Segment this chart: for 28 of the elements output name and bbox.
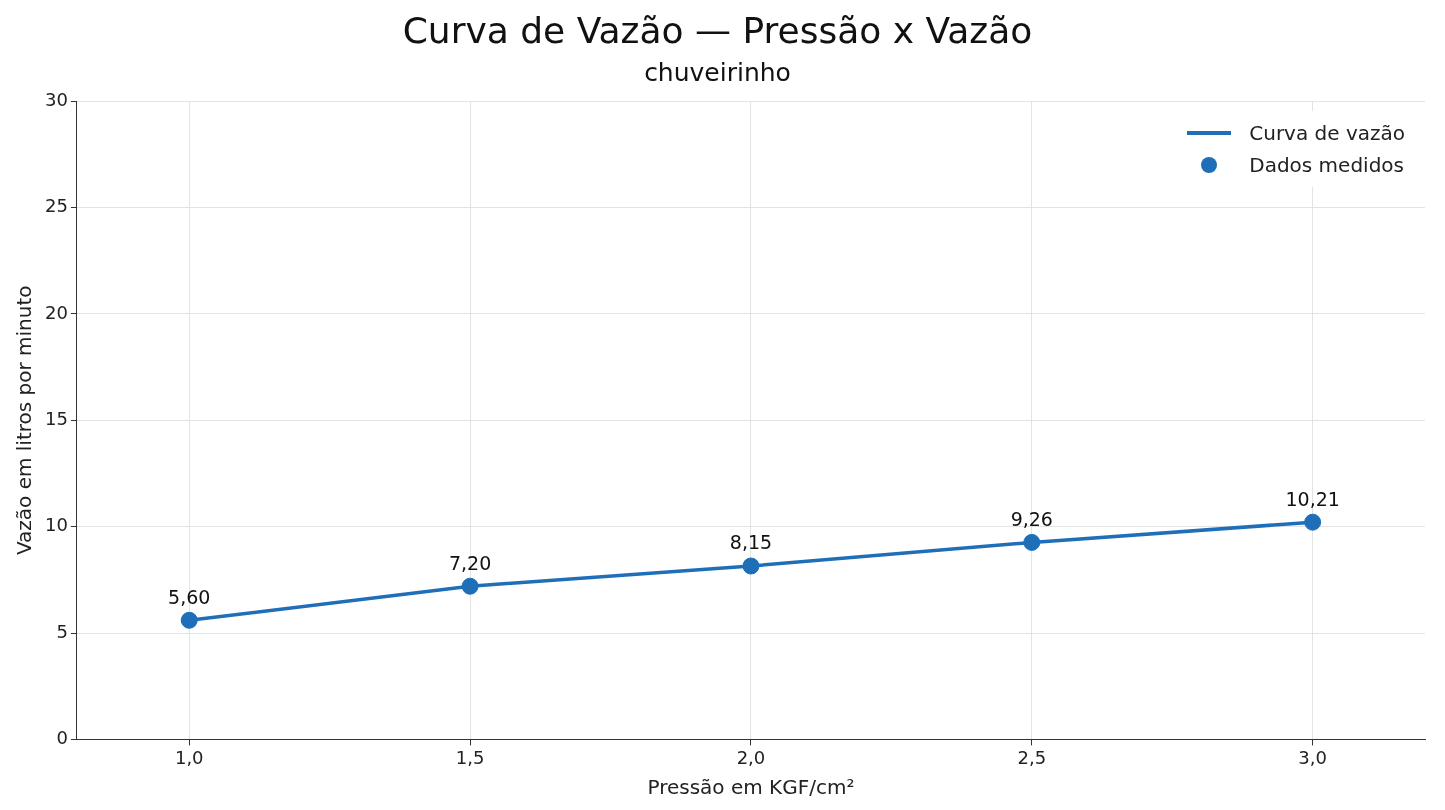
y-tick-label: 10 [45, 514, 68, 536]
chart-title: Curva de Vazão — Pressão x Vazão [402, 9, 1033, 51]
data-label: 7,20 [448, 551, 492, 574]
y-tick-label: 15 [45, 407, 68, 429]
point [180, 611, 198, 629]
y-tick-label: 30 [45, 88, 68, 110]
y-tick-label: 5 [56, 620, 68, 642]
x-tick-label: 1,0 [174, 746, 204, 768]
y-tick-label: 0 [56, 727, 68, 749]
y-tick-label: 25 [45, 195, 68, 217]
data-label: 8,15 [729, 531, 773, 554]
x-tick-label: 2,0 [736, 746, 766, 768]
x-axis-title: Pressão em KGF/cm² [647, 775, 855, 800]
x-tick-label: 1,5 [455, 746, 485, 768]
point [1023, 533, 1041, 551]
point [461, 577, 479, 595]
chart-subtitle: chuveirinho [644, 57, 791, 87]
data-label: 9,26 [1010, 507, 1053, 530]
data-label: 10,21 [1285, 487, 1340, 510]
y-axis-title: Vazão em litros por minuto [12, 285, 37, 556]
legend-label: Curva de vazão [1249, 121, 1405, 146]
x-tick-label: 3,0 [1298, 746, 1327, 768]
legend-label: Dados medidos [1249, 153, 1404, 178]
point [1304, 513, 1322, 531]
data-label: 5,60 [168, 585, 211, 608]
x-tick-label: 2,5 [1017, 746, 1047, 768]
point [742, 557, 760, 575]
y-tick-label: 20 [45, 301, 68, 323]
